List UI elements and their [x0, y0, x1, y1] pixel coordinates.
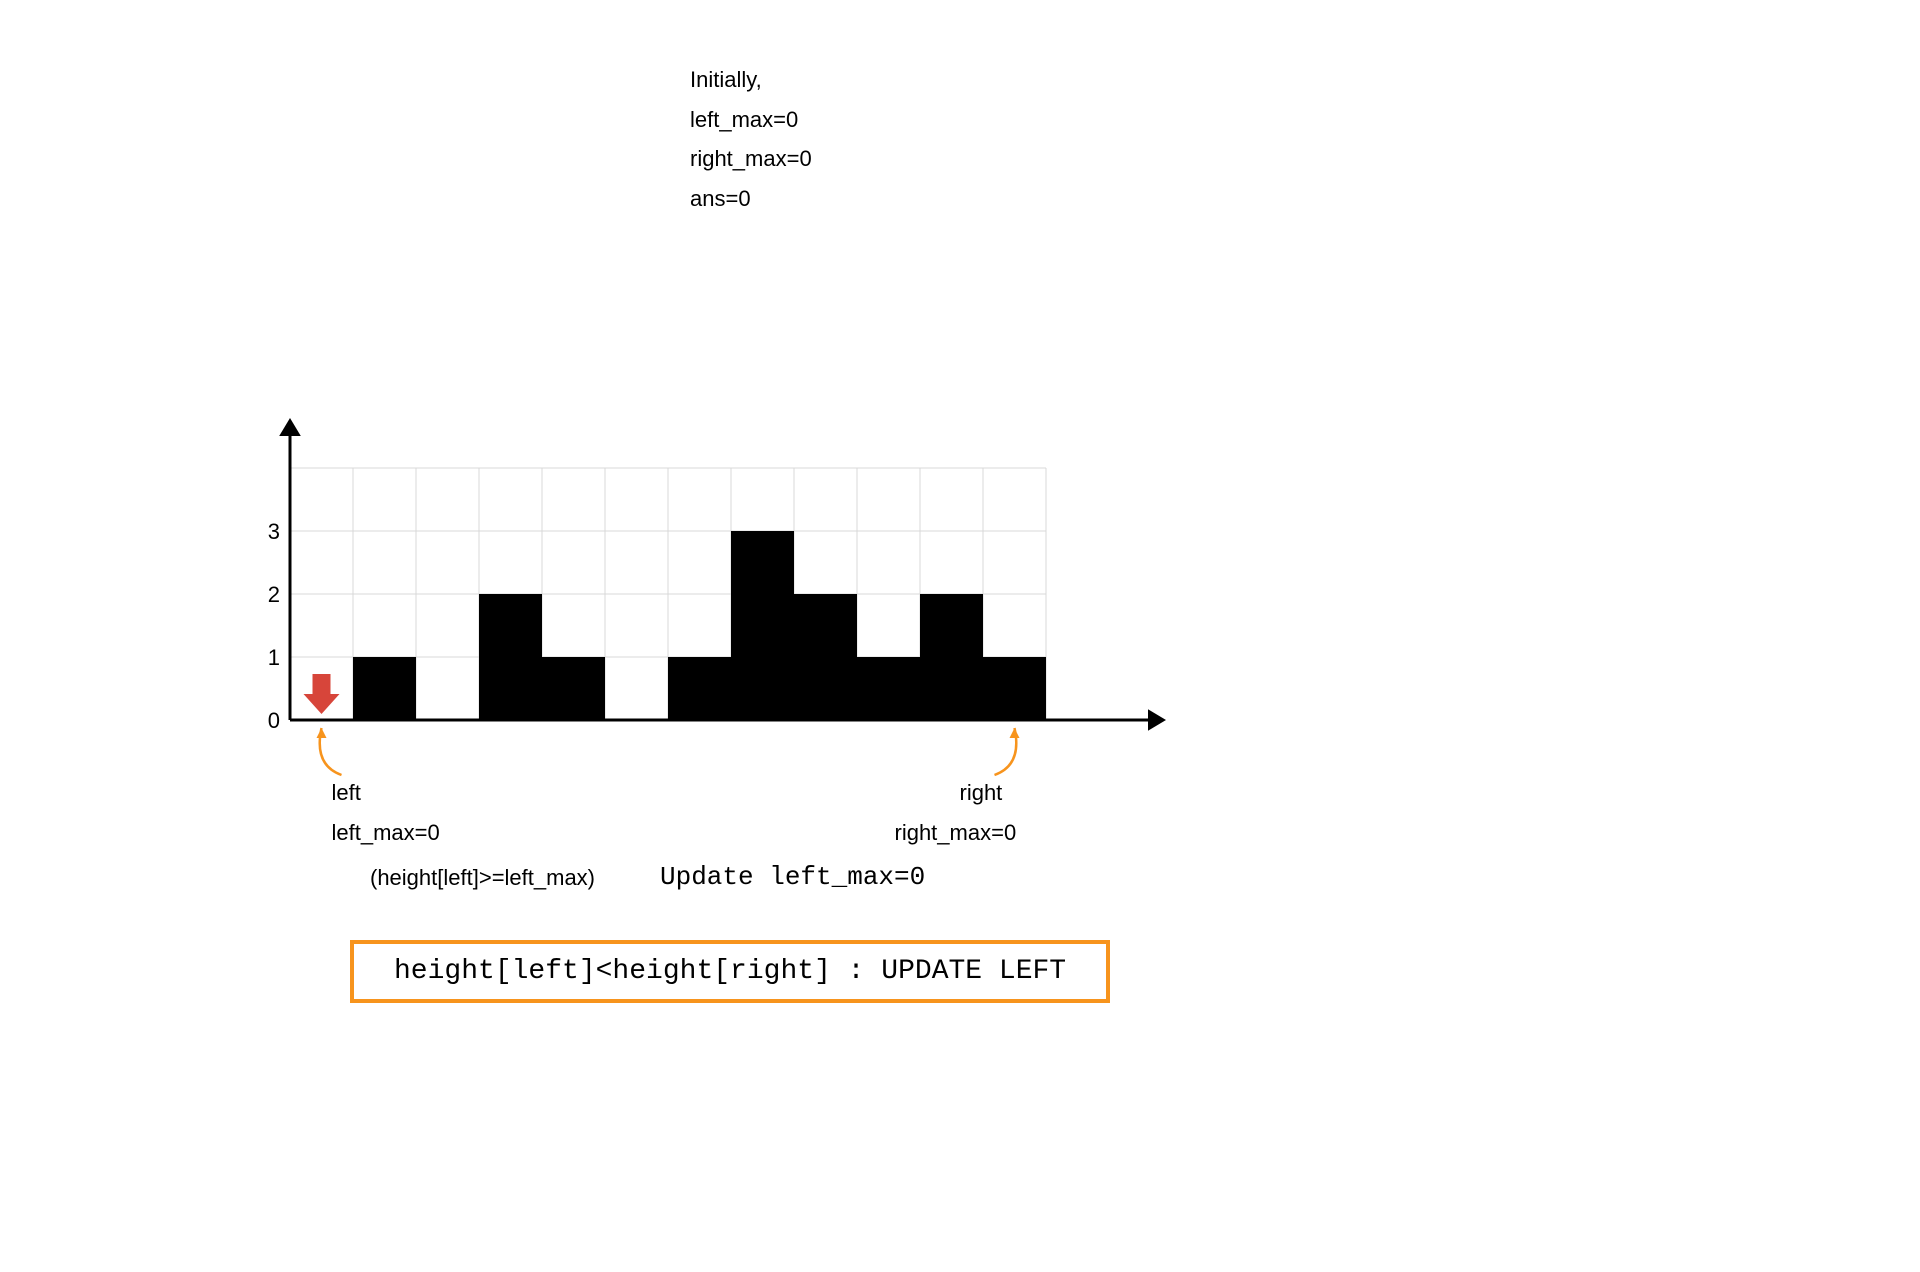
diagram-container: Initially, left_max=0 right_max=0 ans=0 … [240, 100, 1680, 1172]
pointer-arrows [240, 220, 1186, 1020]
initial-line-4: ans=0 [690, 179, 812, 219]
initial-line-2: left_max=0 [690, 100, 812, 140]
status-box: height[left]<height[right] : UPDATE LEFT [350, 940, 1110, 1003]
left-pointer-label: left [332, 780, 361, 806]
condition-text: (height[left]>=left_max) [370, 865, 595, 891]
right-pointer-label: right [960, 780, 1003, 806]
left-pointer-sublabel: left_max=0 [332, 820, 440, 846]
update-text: Update left_max=0 [660, 862, 925, 892]
right-pointer-sublabel: right_max=0 [895, 820, 1017, 846]
status-text: height[left]<height[right] : UPDATE LEFT [394, 956, 1066, 987]
initial-line-3: right_max=0 [690, 139, 812, 179]
initial-state-block: Initially, left_max=0 right_max=0 ans=0 [690, 60, 812, 218]
initial-line-1: Initially, [690, 60, 812, 100]
